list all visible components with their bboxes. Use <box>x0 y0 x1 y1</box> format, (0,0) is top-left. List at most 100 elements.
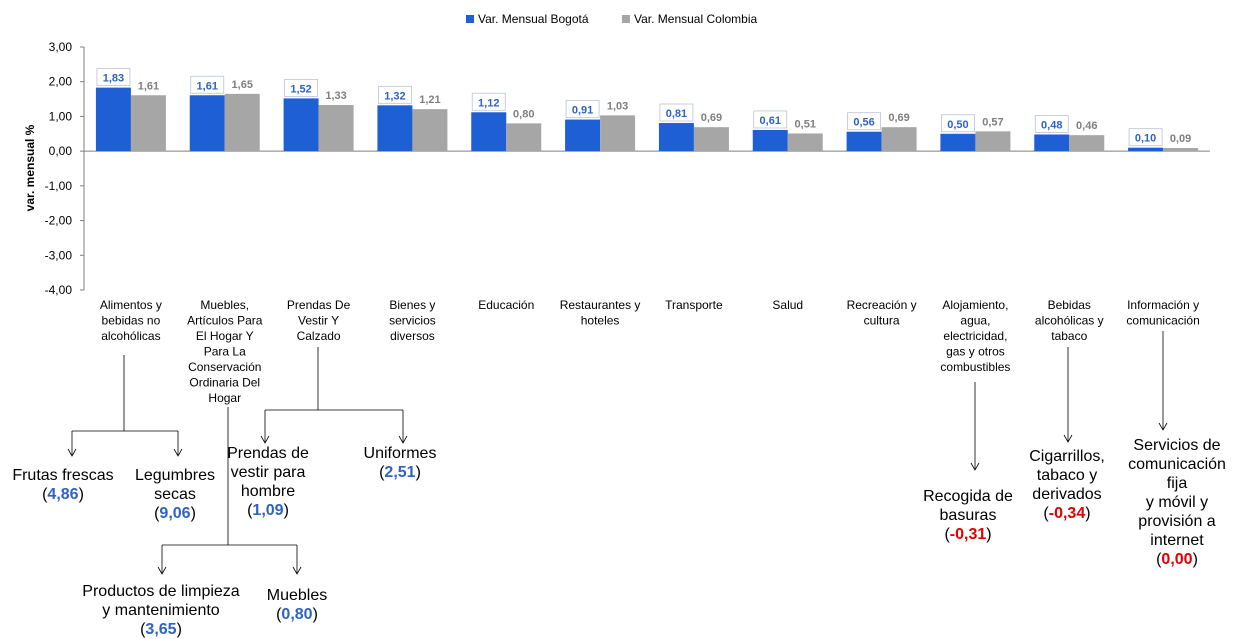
data-label: 1,12 <box>478 97 499 109</box>
data-label: 0,69 <box>701 112 722 124</box>
category-label: Salud <box>772 298 803 312</box>
bar <box>693 127 729 152</box>
subcategory-name: Cigarrillos, tabaco y derivados <box>1029 448 1105 503</box>
data-label-box <box>659 103 694 122</box>
category-label-line: Vestir Y <box>298 314 339 328</box>
subcategory-name: Uniformes <box>363 445 437 462</box>
subcategory-value: 9,06 <box>159 505 191 522</box>
y-tick-label: 2,00 <box>49 75 73 89</box>
arrow-head <box>173 448 183 457</box>
category-label: Prendas De Vestir Y Calzado <box>287 298 351 343</box>
data-label: 1,61 <box>197 80 218 92</box>
category-label-line: Alimentos y <box>100 298 162 312</box>
subcategory-label: Uniformes (2,51) <box>364 444 437 482</box>
category-label-line: Salud <box>772 298 803 312</box>
category-label-line: alcohólicas y <box>1035 314 1104 328</box>
arrow-head <box>157 566 167 575</box>
y-tick-label: -2,00 <box>45 214 73 228</box>
bar <box>471 112 507 152</box>
category-label: Transporte <box>665 298 723 312</box>
bar <box>940 133 976 152</box>
category-label-line: bebidas no <box>102 314 161 328</box>
category-label-line: electricidad, <box>943 329 1007 343</box>
data-label: 0,48 <box>1041 119 1062 131</box>
data-label-box <box>284 78 318 97</box>
category-label-line: Bienes y <box>389 298 435 312</box>
subcategory-name: Recogida de basuras <box>923 488 1013 524</box>
subcategory-value-line: (2,51) <box>379 464 421 481</box>
data-label: 0,91 <box>572 105 593 117</box>
legend-label-bogota: Var. Mensual Bogotá <box>478 12 589 26</box>
y-axis-label: var. mensual % <box>23 124 37 211</box>
bar <box>283 98 319 152</box>
bar <box>881 127 917 152</box>
subcategory-value-line: (-0,31) <box>944 526 992 543</box>
data-label-box <box>565 100 600 118</box>
bar <box>189 95 225 152</box>
category-label-line: Para La <box>204 345 246 359</box>
data-label-box <box>96 68 131 87</box>
category-label-line: Bebidas <box>1048 298 1091 312</box>
category-label-line: hoteles <box>581 314 620 328</box>
bar <box>846 131 882 152</box>
bar <box>95 87 131 152</box>
category-label-line: comunicación <box>1126 314 1199 328</box>
y-tick-label: 1,00 <box>49 109 73 123</box>
bar <box>318 104 354 152</box>
category-label-line: diversos <box>390 329 435 343</box>
data-label: 1,33 <box>325 90 346 102</box>
category-label-line: Conservación <box>188 360 261 374</box>
data-label: 1,61 <box>138 80 159 92</box>
bar <box>1034 134 1070 152</box>
data-label: 0,50 <box>947 119 968 131</box>
data-label-box <box>378 85 412 104</box>
subcategory-value: 4,86 <box>47 486 79 503</box>
category-label-line: agua, <box>960 314 990 328</box>
category-label: Alojamiento, agua, electricidad, gas y otro… <box>940 298 1010 374</box>
subcategory-value-line: (-0,34) <box>1043 505 1091 522</box>
legend-swatch-colombia <box>622 15 630 23</box>
legend-label-colombia: Var. Mensual Colombia <box>634 12 757 26</box>
subcategory-value-line: (9,06) <box>154 505 196 522</box>
subcategory-value: 3,65 <box>145 621 177 638</box>
data-label: 0,57 <box>982 116 1003 128</box>
category-label-line: Hogar <box>208 391 241 405</box>
category-label-line: servicios <box>389 314 436 328</box>
subcategory-value: 0,80 <box>281 606 313 623</box>
category-label: Restaurantes y hoteles <box>560 298 641 328</box>
category-label-line: El Hogar Y <box>196 329 254 343</box>
data-label-box <box>1128 128 1163 147</box>
data-label: 1,03 <box>607 100 628 112</box>
subcategory-value-line: (0,80) <box>276 606 318 623</box>
bar <box>412 109 448 152</box>
subcategory-value-line: (1,09) <box>247 502 289 519</box>
arrow-head <box>260 435 270 444</box>
category-label: Bienes y servicios diversos <box>389 298 436 343</box>
legend-swatch-bogota <box>466 15 474 23</box>
subcategory-name: Prendas de vestir para hombre <box>227 445 309 500</box>
subcategory-value-line: (3,65) <box>140 621 182 638</box>
bar <box>1128 147 1164 152</box>
category-label-line: tabaco <box>1051 329 1087 343</box>
data-label-box <box>753 110 788 129</box>
category-label: Educación <box>478 298 534 312</box>
data-label: 0,69 <box>888 112 909 124</box>
category-label: Bebidas alcohólicas y tabaco <box>1035 298 1104 343</box>
subcategory-label: Prendas de vestir para hombre (1,09) <box>227 444 309 520</box>
data-label: 1,21 <box>419 94 440 106</box>
subcategory-name: Frutas frescas <box>12 467 114 484</box>
category-label: Muebles, Artículos Para El Hogar Y Para La C… <box>187 298 263 405</box>
data-label: 0,81 <box>666 108 687 120</box>
data-label: 1,65 <box>232 79 253 91</box>
subcategory-value-line: (4,86) <box>42 486 84 503</box>
subcategory-label: Productos de limpieza y mantenimiento (3,… <box>82 582 239 639</box>
arrow-head <box>67 448 77 457</box>
bar <box>506 123 542 152</box>
legend: Var. Mensual Bogotá Var. Mensual Colombi… <box>466 12 757 26</box>
subcategory-value: -0,34 <box>1048 505 1086 522</box>
category-label-line: Restaurantes y <box>560 298 641 312</box>
arrow-head <box>970 462 980 471</box>
data-label: 0,46 <box>1076 120 1097 132</box>
category-label-line: Educación <box>478 298 534 312</box>
